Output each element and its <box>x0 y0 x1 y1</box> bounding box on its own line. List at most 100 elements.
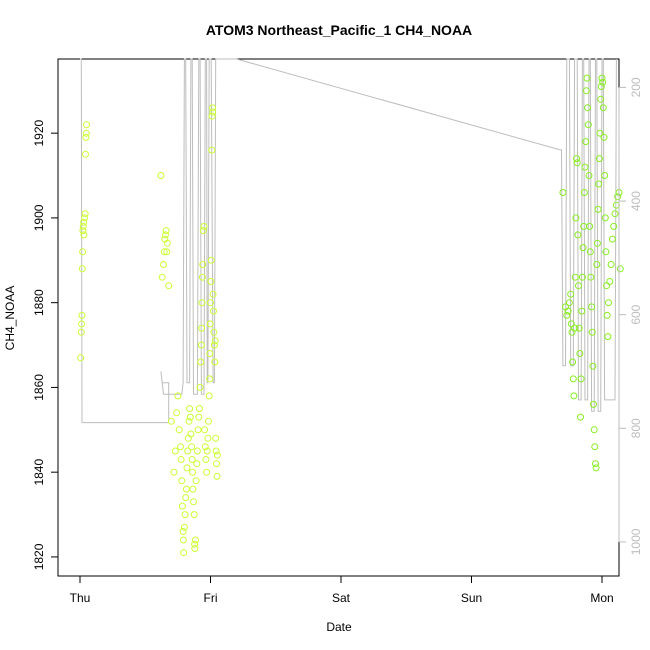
data-point <box>567 290 575 298</box>
data-point <box>158 273 166 281</box>
data-point <box>563 311 571 319</box>
data-point <box>77 328 85 336</box>
pressure-line <box>80 58 617 424</box>
data-point <box>82 129 90 137</box>
data-point <box>202 456 210 463</box>
data-point <box>198 324 206 332</box>
y2-tick-label: 200 <box>629 77 643 97</box>
data-point <box>607 261 615 268</box>
data-point <box>205 417 212 425</box>
data-point <box>212 434 220 442</box>
data-point <box>588 328 596 336</box>
pressure-line-layer <box>80 58 617 424</box>
data-point <box>595 155 603 163</box>
data-point <box>569 358 577 366</box>
data-point <box>595 180 603 188</box>
data-point <box>186 413 194 421</box>
data-point <box>589 362 597 370</box>
x-tick-label: Sat <box>332 591 351 605</box>
data-point <box>210 328 218 336</box>
y2-axis: 200 400 600 800 1000 <box>618 77 643 555</box>
data-point <box>586 248 594 256</box>
data-point <box>570 392 578 400</box>
data-point <box>596 129 604 137</box>
y-tick-label: 1860 <box>32 374 46 401</box>
data-point <box>79 222 87 230</box>
data-point <box>565 299 573 307</box>
data-point <box>77 354 85 362</box>
data-point <box>599 78 607 86</box>
data-point <box>559 189 567 196</box>
data-point <box>213 451 221 459</box>
data-point <box>209 104 216 112</box>
data-point <box>80 231 88 239</box>
data-point <box>178 477 186 485</box>
y2-tick-label: 800 <box>629 418 643 438</box>
data-point <box>206 320 214 328</box>
data-point <box>205 392 213 400</box>
data-point <box>209 108 217 116</box>
data-point <box>184 447 192 455</box>
data-points-layer <box>77 74 624 557</box>
data-point <box>191 545 199 552</box>
data-point <box>190 511 198 519</box>
data-point <box>197 341 205 349</box>
data-point <box>189 485 197 493</box>
data-point <box>597 83 605 90</box>
data-point <box>583 74 591 82</box>
data-point <box>211 358 219 366</box>
x-tick-label: Mon <box>590 591 613 605</box>
data-point <box>614 193 622 201</box>
data-point <box>582 87 590 95</box>
data-point <box>571 324 579 332</box>
data-point <box>83 121 90 129</box>
data-point <box>162 227 170 235</box>
data-point <box>198 273 206 281</box>
data-point <box>210 307 217 315</box>
data-point <box>203 447 211 455</box>
data-point <box>564 307 572 315</box>
data-point <box>586 222 594 230</box>
y-tick-label: 1840 <box>32 459 46 486</box>
data-point <box>597 95 605 103</box>
data-point <box>197 358 205 366</box>
data-point <box>600 133 608 141</box>
data-point <box>160 248 168 256</box>
y-tick-label: 1900 <box>32 204 46 231</box>
data-point <box>79 227 87 235</box>
data-point <box>603 311 611 319</box>
data-point <box>78 311 86 319</box>
data-point <box>591 443 599 451</box>
data-point <box>157 172 165 179</box>
data-point <box>577 375 585 383</box>
data-point <box>598 74 606 82</box>
y2-tick-label: 1000 <box>629 528 643 555</box>
data-point <box>182 485 190 493</box>
data-point <box>174 392 182 400</box>
data-point <box>188 456 196 463</box>
data-point <box>165 282 173 290</box>
data-point <box>203 468 211 476</box>
data-point <box>171 447 179 455</box>
data-point <box>571 273 579 281</box>
data-point <box>177 456 185 463</box>
x-axis-label: Date <box>326 620 352 634</box>
data-point <box>207 299 214 307</box>
y2-tick-label: 600 <box>629 304 643 324</box>
data-point <box>212 447 220 455</box>
data-point <box>194 426 202 434</box>
y-tick-label: 1880 <box>32 289 46 316</box>
data-point <box>78 265 86 273</box>
data-point <box>574 231 582 239</box>
data-point <box>575 282 582 290</box>
data-point <box>177 443 184 451</box>
data-point <box>594 205 602 213</box>
data-point <box>170 468 178 476</box>
data-point <box>193 460 201 468</box>
data-point <box>186 405 194 413</box>
data-point <box>187 430 195 438</box>
data-point <box>198 299 206 307</box>
plot-frame <box>57 58 620 577</box>
data-point <box>207 256 215 264</box>
